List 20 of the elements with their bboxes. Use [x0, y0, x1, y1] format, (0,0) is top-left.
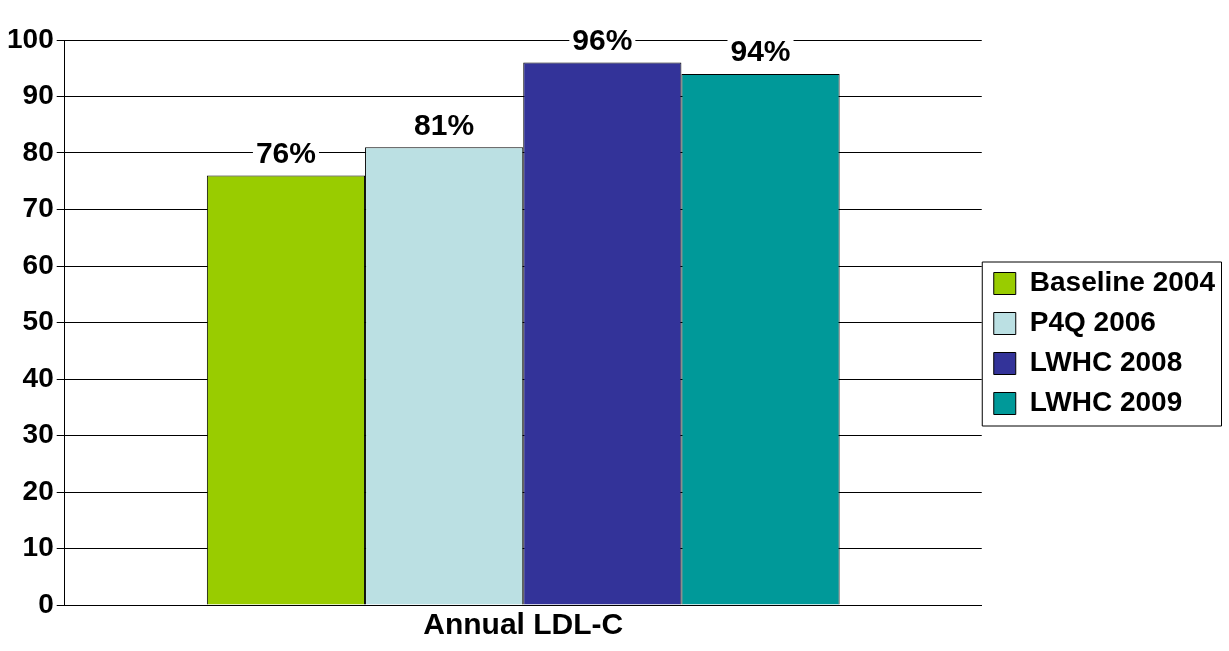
- legend-label: Baseline 2004: [1029, 266, 1216, 298]
- data-label: 81%: [414, 107, 475, 141]
- x-tick-label: Annual LDL-C: [423, 607, 624, 641]
- legend-label: LWHC 2009: [1029, 386, 1183, 418]
- y-tick-label: 70: [22, 192, 54, 224]
- data-label: 96%: [572, 22, 633, 56]
- y-tick-label: 10: [22, 531, 54, 563]
- y-tick-label: 60: [22, 248, 54, 280]
- y-tick-label: 100: [7, 22, 54, 54]
- y-tick-label: 20: [22, 474, 54, 506]
- y-tick-label: 50: [22, 305, 54, 337]
- y-tick-label: 30: [22, 418, 54, 450]
- y-tick-label: 80: [22, 135, 54, 167]
- legend-label: LWHC 2008: [1029, 346, 1183, 378]
- data-label: 76%: [255, 135, 316, 169]
- legend-label: P4Q 2006: [1029, 306, 1156, 338]
- y-tick-label: 0: [38, 587, 54, 619]
- y-tick-label: 40: [22, 361, 54, 393]
- data-label: 94%: [730, 34, 791, 68]
- y-tick-label: 90: [22, 79, 54, 111]
